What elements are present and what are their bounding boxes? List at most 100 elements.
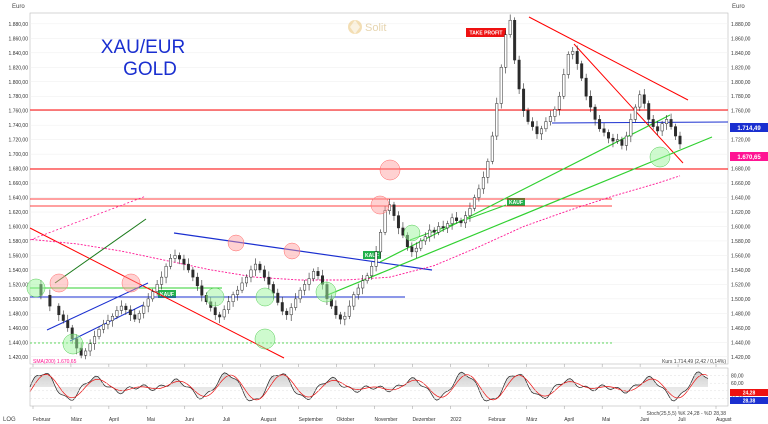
support-marker	[26, 278, 46, 298]
candle-body	[356, 287, 360, 295]
support-marker	[205, 287, 225, 307]
stoch-d-badge: 28,38	[730, 397, 768, 405]
candle-body	[571, 51, 575, 55]
svg-text:1.670,65: 1.670,65	[737, 155, 761, 161]
candle-body	[410, 246, 414, 253]
candle-body	[432, 229, 436, 233]
candle-body	[522, 88, 526, 111]
currency-right-label: Euro	[732, 4, 745, 10]
support-marker	[403, 224, 421, 242]
candle-body	[562, 74, 566, 97]
candle-body	[352, 294, 356, 307]
candle-body	[303, 284, 307, 291]
candle-body	[584, 77, 588, 97]
candle-body	[504, 34, 508, 68]
candle-body	[472, 197, 476, 209]
y-tick-label: 1.760,00	[731, 109, 751, 115]
currency-left-label: Euro	[12, 4, 25, 10]
svg-text:KAUF: KAUF	[509, 200, 523, 206]
candle-body	[307, 278, 311, 285]
candle-body	[124, 305, 128, 310]
candle-body	[245, 276, 248, 284]
candle-body	[437, 226, 441, 233]
candle-body	[651, 119, 655, 127]
candle-body	[455, 217, 459, 221]
candle-body	[665, 119, 669, 124]
candle-body	[276, 292, 280, 303]
candle-body	[633, 106, 637, 120]
candle-body	[477, 188, 481, 198]
candle-body	[647, 103, 651, 120]
candle-body	[361, 280, 365, 289]
y-tick-label: 1.500,00	[9, 297, 29, 303]
candle-body	[660, 123, 664, 132]
y-tick-label: 1.560,00	[731, 253, 751, 259]
y-tick-label: 1.620,00	[731, 210, 751, 216]
candle-body	[499, 67, 503, 104]
y-tick-label: 1.500,00	[731, 297, 751, 303]
svg-text:KAUF: KAUF	[365, 253, 379, 259]
y-tick-label: 1.720,00	[9, 138, 29, 144]
support-marker	[315, 281, 337, 303]
candle-body	[249, 269, 253, 278]
svg-text:1.714,49: 1.714,49	[737, 126, 761, 132]
y-tick-label: 1.700,00	[9, 152, 29, 158]
candle-body	[669, 119, 673, 127]
resistance-marker	[121, 273, 141, 293]
support-marker	[255, 287, 275, 307]
candle-body	[481, 177, 485, 190]
magenta-dotted-trend	[29, 195, 147, 241]
candle-body	[428, 229, 432, 237]
x-tick-label: April	[564, 417, 574, 423]
green-uptrend-low	[409, 204, 507, 241]
candle-body	[137, 313, 141, 320]
candle-body	[468, 208, 472, 216]
candle-body	[48, 294, 52, 307]
candle-body	[164, 266, 168, 278]
y-tick-label: 1.660,00	[731, 181, 751, 187]
svg-text:24,28: 24,28	[743, 391, 756, 397]
candle-body	[656, 126, 660, 132]
candle-body	[557, 95, 561, 110]
candle-body	[258, 263, 262, 271]
candle-body	[267, 276, 271, 285]
blue-downtrend	[173, 232, 433, 271]
candle-body	[338, 314, 342, 320]
candle-body	[240, 282, 244, 291]
sma200-line	[31, 175, 681, 281]
candle-body	[347, 305, 351, 317]
candle-body	[97, 329, 101, 337]
x-tick-label: Dezember	[412, 417, 435, 423]
candle-body	[294, 298, 298, 308]
candle-body	[642, 94, 646, 104]
red-downtrend-top	[528, 16, 689, 101]
signal-markers	[26, 146, 671, 355]
y-tick-label: 1.820,00	[731, 65, 751, 71]
candle-body	[396, 215, 400, 229]
candle-body	[575, 51, 579, 64]
x-tick-label: Mai	[147, 417, 155, 423]
y-tick-label: 1.660,00	[9, 181, 29, 187]
stoch-k-badge: 24,28	[730, 389, 768, 397]
candle-body	[169, 258, 173, 267]
candle-body	[392, 204, 396, 216]
candle-body	[285, 310, 289, 316]
candle-body	[236, 289, 240, 295]
candle-body	[88, 343, 92, 352]
candle-body	[61, 314, 65, 321]
candle-body	[486, 161, 490, 178]
candle-body	[580, 63, 584, 79]
candle-body	[128, 309, 132, 316]
candle-body	[146, 298, 150, 307]
kauf-badge: KAUF	[507, 198, 525, 206]
resistance-marker	[379, 159, 401, 181]
chart-title-line2: GOLD	[123, 59, 177, 80]
candle-body	[343, 315, 347, 320]
resistance-marker	[370, 195, 390, 215]
candle-body	[602, 128, 606, 133]
support-marker	[649, 146, 671, 168]
y-tick-label: 1.520,00	[731, 282, 751, 288]
green-uptrend-major	[324, 136, 713, 297]
candle-body	[531, 121, 535, 127]
